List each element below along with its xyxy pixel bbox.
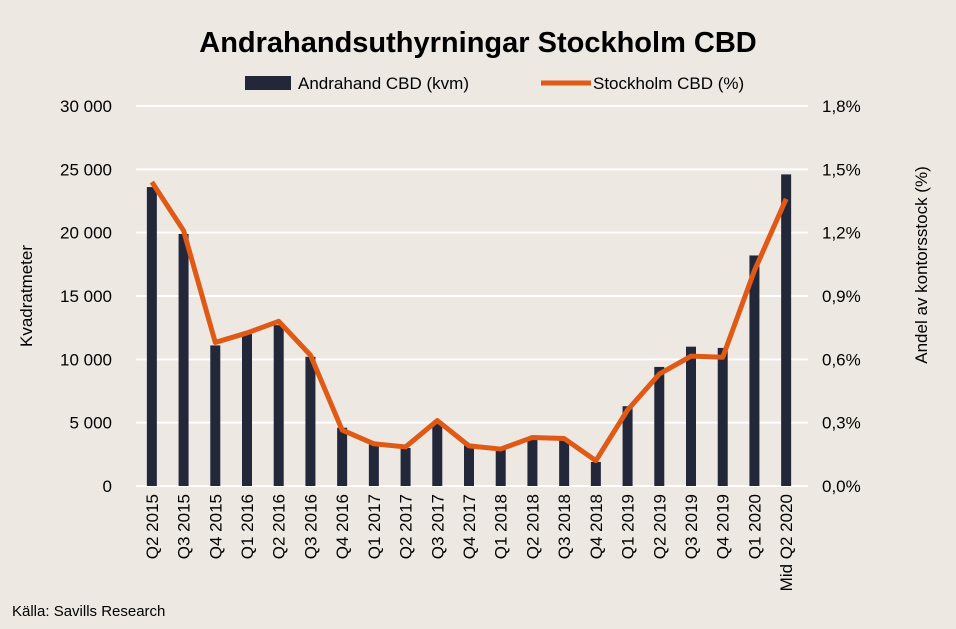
bar [495, 449, 506, 486]
bar [337, 427, 348, 486]
y2-tick-label: 1,2% [822, 224, 861, 243]
bar [717, 347, 728, 486]
x-tick-label: Q3 2015 [175, 494, 194, 559]
bar [273, 325, 284, 486]
y-tick-label: 5 000 [69, 414, 112, 433]
bar [464, 445, 474, 486]
x-tick-label: Q3 2016 [301, 494, 320, 559]
legend-bar-label: Andrahand CBD (kvm) [298, 74, 469, 93]
bar [178, 233, 189, 486]
bar [210, 345, 221, 486]
y2-tick-label: 0,9% [822, 287, 861, 306]
y-tick-label: 0 [103, 477, 112, 496]
y-tick-label: 15 000 [60, 287, 112, 306]
x-tick-label: Q3 2019 [682, 494, 701, 559]
bar [749, 255, 760, 486]
bar [527, 439, 538, 486]
y-tick-label: 25 000 [60, 160, 112, 179]
bar [686, 346, 696, 486]
y2-tick-label: 0,0% [822, 477, 861, 496]
y2-tick-label: 1,5% [822, 160, 861, 179]
bar [400, 448, 411, 486]
source-note: Källa: Savills Research [12, 603, 165, 620]
x-tick-label: Q4 2016 [333, 494, 352, 559]
legend-line-label: Stockholm CBD (%) [593, 74, 744, 93]
y2-tick-label: 1,8% [822, 97, 861, 116]
x-tick-label: Q2 2017 [397, 494, 416, 559]
bar [432, 423, 443, 486]
legend: Andrahand CBD (kvm) Stockholm CBD (%) [245, 74, 744, 93]
x-tick-label: Mid Q2 2020 [777, 494, 796, 591]
y2-tick-label: 0,3% [822, 414, 861, 433]
x-tick-label: Q1 2019 [619, 494, 638, 559]
bar [590, 461, 601, 486]
legend-bar-swatch [245, 76, 291, 90]
bar [146, 187, 157, 487]
x-tick-label: Q2 2019 [650, 494, 669, 559]
x-tick-label: Q1 2016 [238, 494, 257, 559]
bar [368, 442, 379, 486]
y-tick-label: 10 000 [60, 350, 112, 369]
x-tick-label: Q3 2018 [555, 494, 574, 559]
chart-title: Andrahandsuthyrningar Stockholm CBD [199, 27, 757, 59]
bar [622, 406, 633, 486]
x-tick-label: Q4 2019 [714, 494, 733, 559]
x-tick-label: Q1 2020 [745, 494, 764, 559]
x-tick-label: Q4 2017 [460, 494, 479, 559]
y-axis-label: Kvadratmeter [17, 245, 36, 347]
x-tick-label: Q1 2017 [365, 494, 384, 559]
x-tick-label: Q4 2018 [587, 494, 606, 559]
x-tick-label: Q4 2015 [206, 494, 225, 559]
bar [305, 356, 316, 486]
bar [654, 366, 665, 486]
y-tick-label: 30 000 [60, 97, 112, 116]
bar [242, 334, 252, 486]
x-tick-label: Q2 2018 [523, 494, 542, 559]
x-tick-label: Q2 2016 [270, 494, 289, 559]
y-tick-label: 20 000 [60, 224, 112, 243]
bar [559, 440, 570, 486]
x-tick-label: Q1 2018 [492, 494, 511, 559]
x-tick-label: Q3 2017 [428, 494, 447, 559]
y2-axis-label: Andel av kontorsstock (%) [912, 166, 931, 363]
x-tick-label: Q2 2015 [143, 494, 162, 559]
y2-tick-label: 0,6% [822, 350, 861, 369]
bar [781, 174, 792, 486]
